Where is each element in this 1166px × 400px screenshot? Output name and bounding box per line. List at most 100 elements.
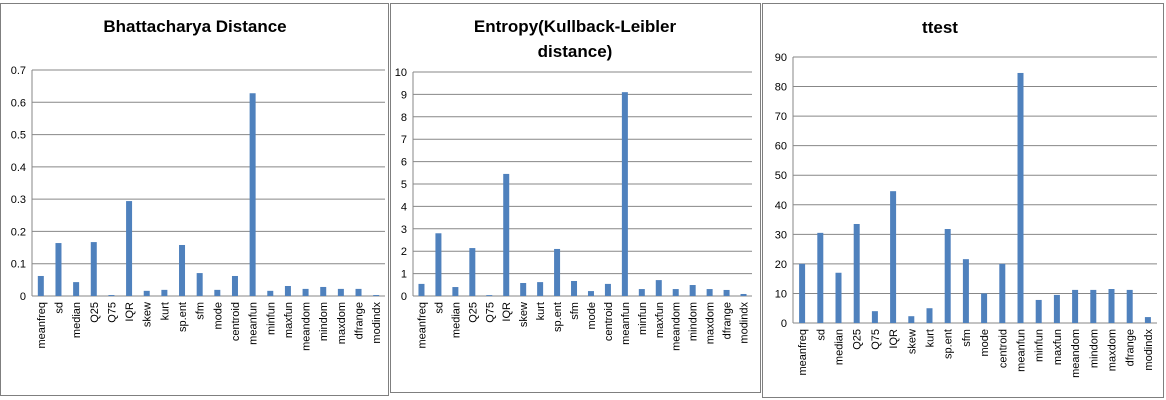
bar xyxy=(853,223,860,323)
chart-title: Bhattacharya Distance xyxy=(103,17,287,36)
bar xyxy=(486,295,493,296)
bar xyxy=(469,248,476,296)
y-tick-label: 20 xyxy=(775,259,787,271)
chart-panel xyxy=(390,3,761,393)
y-tick-label: 0.7 xyxy=(11,65,26,77)
bar xyxy=(604,283,611,296)
bar xyxy=(452,287,459,296)
y-tick-label: 30 xyxy=(775,229,787,241)
x-tick-label: IQR xyxy=(124,302,136,322)
bar xyxy=(1108,289,1115,323)
bar xyxy=(908,316,915,323)
x-tick-label: modindx xyxy=(371,302,383,344)
bar xyxy=(214,289,221,296)
y-tick-label: 40 xyxy=(775,200,787,212)
bar xyxy=(161,289,168,296)
x-tick-label: sp.ent xyxy=(943,329,955,359)
bar xyxy=(231,275,238,296)
bar xyxy=(999,263,1006,323)
bar xyxy=(689,285,696,296)
x-tick-label: meandom xyxy=(1070,329,1082,378)
bar xyxy=(503,173,510,296)
bar xyxy=(249,93,256,296)
y-tick-label: 3 xyxy=(401,224,407,236)
x-tick-label: skew xyxy=(518,302,530,327)
bar xyxy=(723,289,730,296)
x-tick-label: meanfun xyxy=(1016,329,1028,372)
x-tick-label: minfun xyxy=(637,302,649,335)
bar xyxy=(435,233,442,296)
bar xyxy=(799,263,806,323)
x-tick-label: Q25 xyxy=(852,329,864,350)
x-tick-label: mindom xyxy=(1088,329,1100,368)
x-tick-label: maxfun xyxy=(1052,329,1064,365)
bar xyxy=(740,293,747,296)
x-tick-label: kurt xyxy=(535,302,547,320)
y-tick-label: 0.1 xyxy=(11,259,26,271)
bar xyxy=(1144,317,1151,323)
bar xyxy=(962,259,969,323)
bar xyxy=(143,290,150,296)
bar xyxy=(537,282,544,296)
x-tick-label: Q25 xyxy=(89,302,101,323)
x-tick-label: sd xyxy=(53,302,65,314)
x-tick-label: median xyxy=(71,302,83,338)
x-tick-label: mindom xyxy=(318,302,330,341)
x-tick-label: sfm xyxy=(569,302,581,320)
y-tick-label: 70 xyxy=(775,111,787,123)
x-tick-label: dfrange xyxy=(1125,329,1137,366)
bar xyxy=(355,288,362,296)
x-tick-label: maxdom xyxy=(705,302,717,344)
y-tick-label: 90 xyxy=(775,52,787,64)
bar xyxy=(418,283,425,296)
x-tick-label: dfrange xyxy=(354,302,366,339)
y-tick-label: 6 xyxy=(401,157,407,169)
bar xyxy=(655,280,662,296)
x-tick-label: sp.ent xyxy=(177,302,189,332)
x-tick-label: maxdom xyxy=(336,302,348,344)
bar xyxy=(1053,294,1060,323)
x-tick-label: mode xyxy=(212,302,224,330)
y-tick-label: 0 xyxy=(401,291,407,303)
bar xyxy=(890,191,897,323)
x-tick-label: meandom xyxy=(301,302,313,351)
bar xyxy=(981,293,988,323)
bar xyxy=(267,290,274,296)
y-tick-label: 0 xyxy=(20,291,26,303)
y-tick-label: 80 xyxy=(775,82,787,94)
bar xyxy=(554,248,561,296)
x-tick-label: kurt xyxy=(159,302,171,320)
bar xyxy=(520,283,527,296)
x-tick-label: sd xyxy=(815,329,827,341)
y-tick-label: 60 xyxy=(775,141,787,153)
x-tick-label: centroid xyxy=(230,302,242,341)
x-tick-label: maxdom xyxy=(1107,329,1119,371)
bar xyxy=(672,289,679,296)
x-tick-label: median xyxy=(450,302,462,338)
bar xyxy=(835,272,842,323)
x-tick-label: meanfreq xyxy=(36,302,48,348)
x-tick-label: modindx xyxy=(1143,329,1155,371)
x-tick-label: sp.ent xyxy=(552,302,564,332)
x-tick-label: IQR xyxy=(501,302,513,322)
y-tick-label: 2 xyxy=(401,246,407,258)
x-tick-label: median xyxy=(834,329,846,365)
x-tick-label: mode xyxy=(586,302,598,330)
chart-title: ttest xyxy=(922,18,958,37)
bar xyxy=(284,285,291,296)
x-tick-label: minfun xyxy=(265,302,277,335)
bar xyxy=(373,295,380,296)
y-tick-label: 50 xyxy=(775,170,787,182)
x-tick-label: meandom xyxy=(671,302,683,351)
y-tick-label: 9 xyxy=(401,89,407,101)
y-tick-label: 0.4 xyxy=(11,162,26,174)
y-tick-label: 0.2 xyxy=(11,226,26,238)
x-tick-label: mindom xyxy=(688,302,700,341)
bar xyxy=(706,289,713,296)
x-tick-label: skew xyxy=(906,329,918,354)
x-tick-label: centroid xyxy=(603,302,615,341)
bar xyxy=(1035,299,1042,323)
y-tick-label: 4 xyxy=(401,201,407,213)
